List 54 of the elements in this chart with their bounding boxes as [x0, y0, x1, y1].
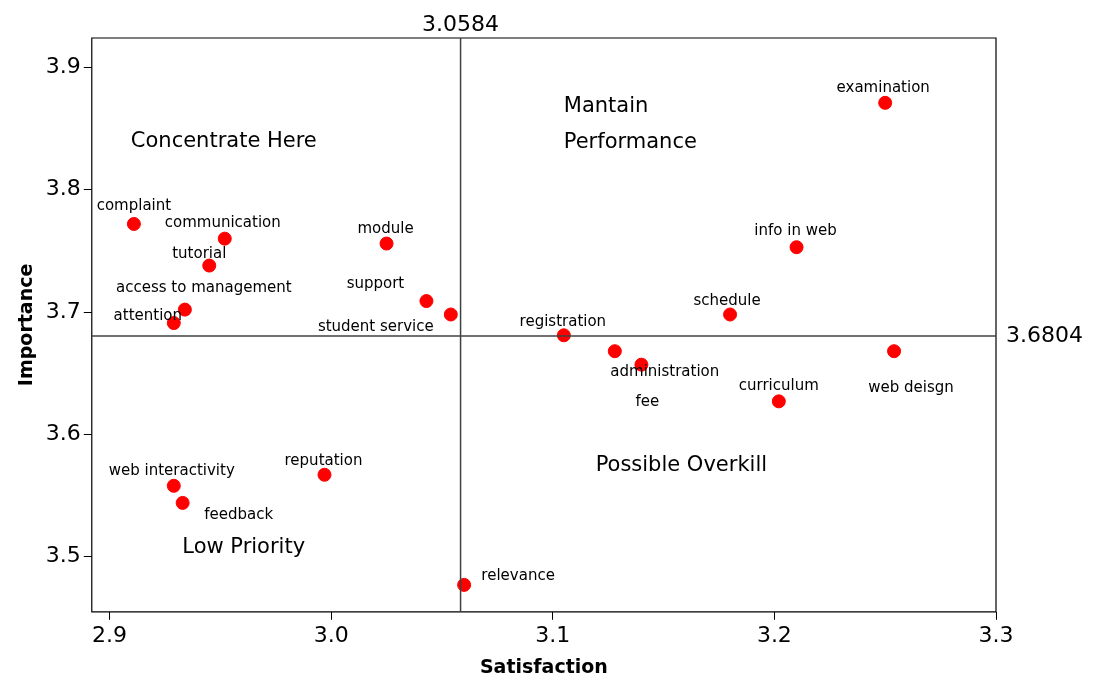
x-axis-title: Satisfaction [479, 654, 608, 677]
point [175, 495, 190, 510]
annotation: info in web [754, 221, 837, 240]
annotation: module [357, 219, 414, 238]
annotation: tutorial [172, 244, 227, 263]
annotation: relevance [481, 565, 555, 584]
annotation: communication [164, 212, 281, 231]
y-axis-title: Importance [14, 263, 37, 387]
point [887, 344, 902, 359]
annotation: access to management [116, 278, 292, 297]
ref-line-label: 3.0584 [422, 10, 500, 36]
annotation: Concentrate Here [130, 127, 317, 152]
annotation: Mantain Performance [563, 92, 697, 153]
point [457, 577, 472, 592]
annotation: student service [317, 317, 434, 336]
y-tick-label: 3.7 [45, 297, 81, 323]
y-tick-label: 3.9 [45, 53, 81, 79]
y-tick-label: 3.6 [45, 420, 81, 446]
annotation: reputation [284, 450, 363, 469]
x-tick-label: 3.1 [535, 621, 571, 647]
annotation: schedule [693, 291, 761, 310]
point [379, 236, 394, 251]
annotation: registration [519, 312, 607, 331]
ref-line-label: 3.6804 [1006, 321, 1083, 347]
x-tick-label: 2.9 [92, 621, 128, 647]
annotation: Possible Overkill [595, 451, 768, 476]
point [878, 95, 893, 110]
point [723, 307, 738, 322]
annotation: feedback [204, 504, 274, 523]
point [202, 258, 217, 273]
annotation: administration [610, 362, 720, 381]
annotation: web interactivity [108, 460, 235, 479]
annotation: attention [113, 305, 183, 324]
point [771, 394, 786, 409]
point [217, 231, 232, 246]
annotation: fee [635, 391, 660, 410]
annotation: web deisgn [868, 378, 954, 397]
point [317, 467, 332, 482]
point [126, 216, 141, 231]
point [166, 478, 181, 493]
x-tick-label: 3.0 [313, 621, 349, 647]
x-tick-label: 3.2 [756, 621, 792, 647]
y-tick-label: 3.5 [45, 542, 81, 568]
y-tick-label: 3.8 [45, 175, 81, 201]
point [443, 307, 458, 322]
point [419, 294, 434, 309]
annotation: support [346, 273, 405, 292]
point [607, 344, 622, 359]
point [789, 240, 804, 255]
annotation: complaint [96, 195, 172, 214]
x-tick-label: 3.3 [978, 621, 1014, 647]
annotation: examination [836, 77, 930, 96]
annotation: Low Priority [182, 533, 306, 558]
annotation: curriculum [738, 376, 819, 395]
